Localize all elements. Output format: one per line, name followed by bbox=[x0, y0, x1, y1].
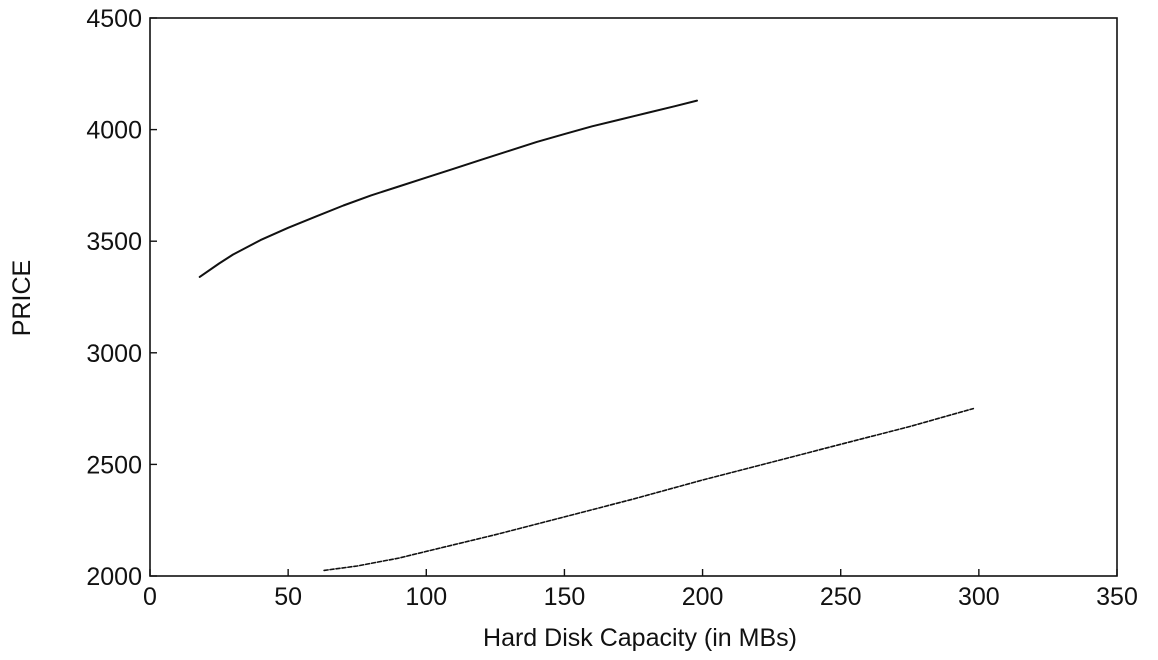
x-tick-label: 50 bbox=[274, 583, 302, 611]
series-line-solid bbox=[198, 99, 698, 278]
plot-area bbox=[149, 17, 1118, 577]
y-tick-label: 2500 bbox=[86, 451, 142, 479]
x-tick-label: 200 bbox=[682, 583, 724, 611]
x-axis: 0 50 100 150 200 250 300 350 bbox=[143, 569, 1138, 611]
x-tick-label: 150 bbox=[544, 583, 586, 611]
y-tick-label: 3000 bbox=[86, 340, 142, 368]
y-axis: 2000 2500 3000 3500 4000 4500 bbox=[86, 5, 157, 591]
y-tick-label: 4500 bbox=[86, 5, 142, 33]
series-line-dashed bbox=[323, 407, 975, 572]
x-tick-label: 0 bbox=[143, 583, 157, 611]
x-axis-title: Hard Disk Capacity (in MBs) bbox=[483, 624, 797, 652]
x-tick-label: 300 bbox=[958, 583, 1000, 611]
series-lines bbox=[198, 99, 975, 572]
x-tick-label: 350 bbox=[1096, 583, 1138, 611]
x-tick-label: 250 bbox=[820, 583, 862, 611]
y-axis-title: PRICE bbox=[8, 260, 36, 336]
x-tick-label: 100 bbox=[405, 583, 447, 611]
y-tick-label: 4000 bbox=[86, 117, 142, 145]
y-tick-label: 2000 bbox=[86, 563, 142, 591]
y-tick-label: 3500 bbox=[86, 228, 142, 256]
plot-frame bbox=[149, 17, 1118, 577]
